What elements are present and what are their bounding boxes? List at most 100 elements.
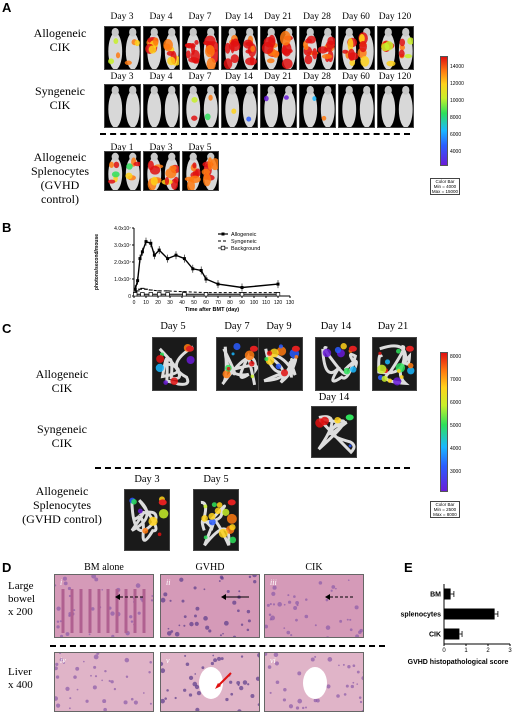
day-label: Day 7 [224, 321, 250, 332]
histology-texture [265, 653, 363, 711]
organ-signal [405, 345, 414, 352]
cell-nucleus [90, 607, 95, 611]
cell-nucleus [65, 686, 70, 691]
row-label-line: x 200 [8, 606, 33, 618]
bioluminescence-signal [384, 359, 391, 365]
cell-nucleus [166, 631, 172, 636]
mouse-head [129, 85, 137, 95]
cell-nucleus [271, 591, 276, 596]
bioluminescence-signal [204, 113, 211, 121]
mouse-head [111, 152, 119, 161]
day-label: Day 14 [320, 321, 352, 332]
mouse-image [299, 26, 336, 70]
bioluminescence-signal [137, 508, 143, 514]
data-point-allogeneic [216, 282, 220, 286]
cell-nucleus [255, 676, 259, 681]
mouse-body [164, 90, 179, 127]
mouse-head [246, 27, 254, 37]
cell-nucleus [220, 657, 224, 661]
mouse-body [359, 90, 374, 127]
bioluminescence-signal [158, 508, 169, 519]
cell-nucleus [252, 575, 257, 578]
bioluminescence-signal [201, 515, 208, 522]
cell-nucleus [122, 711, 125, 712]
intestine-tract [317, 415, 356, 455]
category-label: splenocytes [401, 612, 442, 619]
cell-nucleus [334, 587, 337, 590]
cell-nucleus [113, 687, 117, 691]
bioluminescence-signal [349, 59, 356, 66]
cell-nucleus [359, 700, 363, 704]
cell-nucleus [349, 628, 353, 632]
x-tick-label: 1 [464, 648, 468, 654]
bioluminescence-signal [186, 355, 195, 365]
bioluminescence-signal [396, 369, 401, 373]
cell-nucleus [282, 698, 287, 702]
bioluminescence-signal [276, 346, 287, 356]
bioluminescence-signal [157, 532, 162, 537]
colorbar-max: Max = 15000 [431, 189, 459, 194]
cell-nucleus [272, 603, 276, 606]
bioluminescence-signal [342, 49, 349, 54]
histology-image: i [54, 574, 154, 638]
cell-nucleus [272, 585, 277, 590]
colorbar-min: Min = 2500 [433, 507, 457, 512]
intestine-image [152, 337, 197, 391]
cell-nucleus [210, 661, 214, 666]
mouse-body [398, 90, 413, 127]
x-tick-label: 90 [239, 300, 245, 306]
organ-signal [249, 345, 258, 352]
x-tick-label: 70 [215, 300, 221, 306]
bioluminescence-signal [231, 108, 237, 114]
mouse-head [189, 152, 197, 161]
cell-nucleus [265, 624, 269, 629]
cell-nucleus [169, 599, 172, 602]
intestine-photo [263, 344, 300, 384]
mouse-head [228, 27, 236, 37]
data-point-allogeneic [140, 250, 144, 254]
day-label: Day 5 [188, 143, 212, 153]
cell-nucleus [250, 694, 255, 699]
cell-nucleus [343, 693, 347, 696]
mouse-image [143, 151, 180, 191]
cell-nucleus [247, 619, 251, 623]
intestine-photo [200, 499, 237, 547]
intestine-photo [377, 344, 415, 386]
intestine-image [311, 406, 357, 458]
bioluminescence-signal [165, 168, 177, 179]
bioluminescence-signal [208, 94, 213, 101]
cell-nucleus [330, 589, 333, 592]
bioluminescence-signal [115, 52, 121, 59]
bioluminescence-signal [266, 58, 275, 64]
cell-nucleus [130, 620, 134, 623]
bioluminescence-signal [166, 51, 174, 56]
intestine-photo [315, 414, 356, 455]
cell-nucleus [62, 576, 67, 581]
bioluminescence-signal [244, 350, 255, 361]
mouse-image [104, 84, 141, 128]
colorbar-max: Max = 8000 [433, 512, 457, 517]
cell-nucleus [248, 575, 252, 579]
bioluminescence-signal [250, 45, 256, 52]
cell-nucleus [304, 706, 308, 709]
bioluminescence-signal [205, 44, 215, 58]
cell-nucleus [56, 606, 61, 611]
bioluminescence-signal [343, 367, 351, 375]
cell-nucleus [102, 699, 107, 704]
data-point-background [239, 292, 245, 297]
black-arrowhead [115, 594, 120, 600]
cell-nucleus [91, 575, 97, 579]
cell-nucleus [93, 665, 97, 669]
bioluminescence-signal [321, 54, 333, 59]
cell-nucleus [110, 611, 115, 616]
panel-a-divider [100, 133, 410, 135]
category-label: BM [430, 592, 441, 599]
colorbar-title: Color Bar [435, 179, 455, 184]
mouse-head [384, 85, 392, 95]
cell-nucleus [314, 655, 317, 658]
mouse-image [182, 84, 219, 128]
bioluminescence-signal [398, 49, 405, 58]
mouse-head [402, 27, 410, 37]
intestine-image [258, 337, 303, 391]
cell-nucleus [83, 660, 85, 663]
